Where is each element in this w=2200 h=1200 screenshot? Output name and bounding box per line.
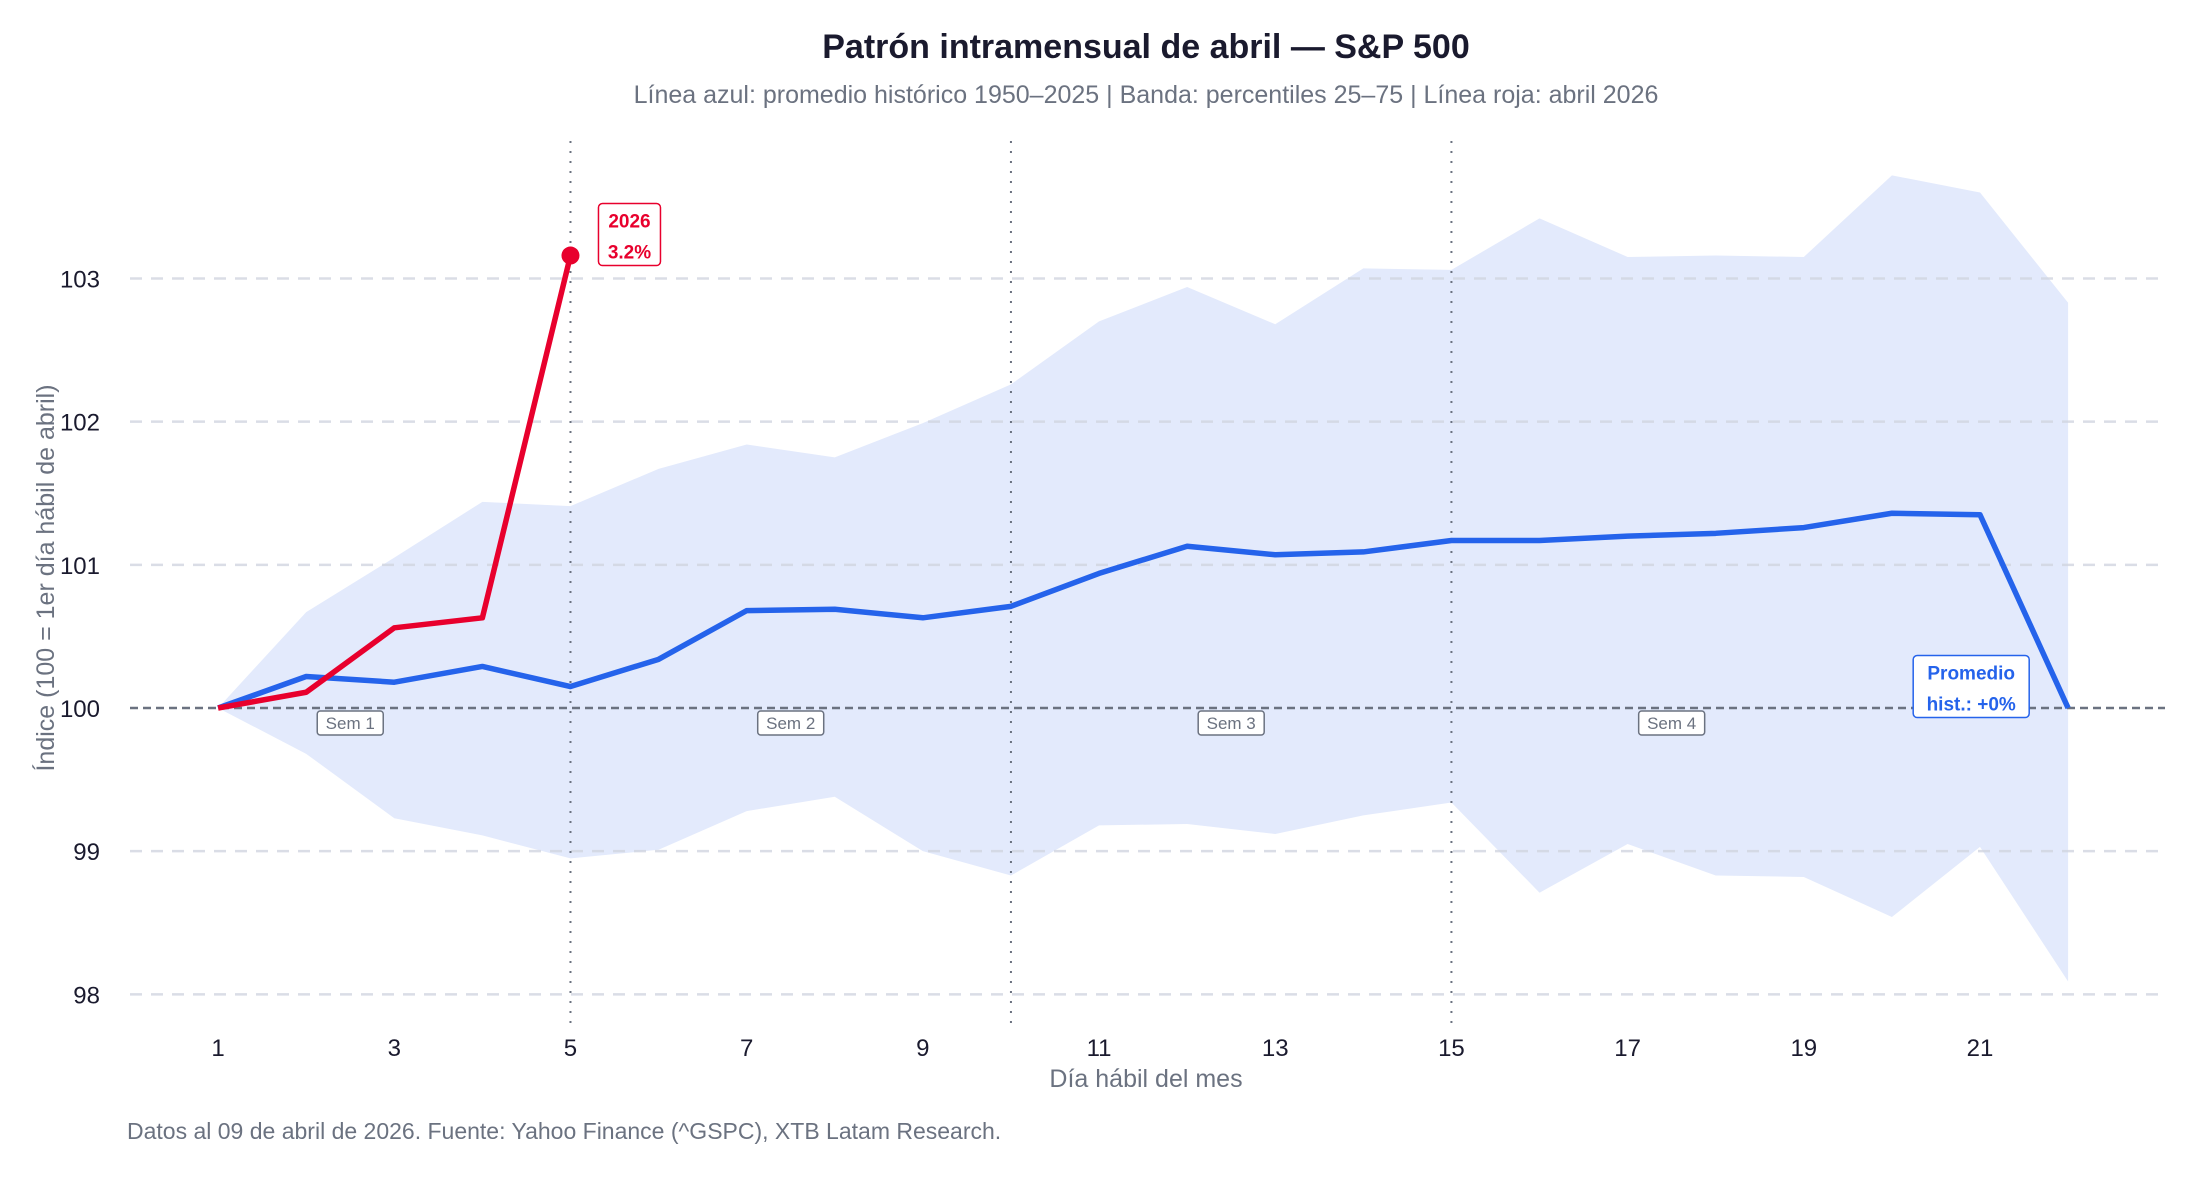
week-label: Sem 3	[1207, 714, 1256, 733]
week-label: Sem 2	[766, 714, 815, 733]
week-label-box	[1197, 710, 1265, 736]
chart-subtitle: Línea azul: promedio histórico 1950–2025…	[634, 81, 1659, 109]
x-tick-label: 11	[1087, 1035, 1112, 1062]
current-annotation-value: 3.2%	[608, 243, 651, 264]
week-label-box	[316, 710, 384, 736]
week-label-box	[1637, 710, 1706, 736]
x-tick-label: 5	[564, 1035, 577, 1062]
x-tick-label: 7	[740, 1035, 753, 1062]
percentile-band	[218, 175, 2069, 982]
mean-annotation-value: hist.: +0%	[1927, 695, 2016, 716]
current-annotation-year: 2026	[608, 212, 650, 233]
current-year-line	[217, 254, 574, 711]
x-axis-label: Día hábil del mes	[1049, 1065, 1242, 1093]
x-tick-label: 3	[388, 1035, 401, 1062]
x-tick-label: 15	[1438, 1035, 1465, 1062]
y-tick-label: 98	[73, 982, 100, 1009]
y-tick-label: 103	[60, 266, 100, 293]
current-annotation-box	[597, 202, 662, 267]
y-tick-label: 100	[60, 696, 100, 723]
mean-annotation-label: Promedio	[1927, 664, 2015, 685]
y-axis-label: Índice (100 = 1er día hábil de abril)	[31, 384, 60, 771]
x-tick-label: 17	[1614, 1035, 1641, 1062]
x-tick-label: 9	[916, 1035, 929, 1062]
x-tick-label: 13	[1262, 1035, 1289, 1062]
current-year-endpoint	[561, 246, 580, 265]
x-tick-label: 19	[1790, 1035, 1817, 1062]
footer-note: Datos al 09 de abril de 2026. Fuente: Ya…	[127, 1118, 1001, 1144]
x-tick-label: 1	[211, 1035, 224, 1062]
week-label-box	[756, 710, 825, 736]
mean-annotation-box	[1912, 654, 2030, 719]
chart-title: Patrón intramensual de abril — S&P 500	[822, 28, 1469, 66]
mean-line	[217, 510, 2071, 711]
week-label: Sem 4	[1647, 714, 1696, 733]
y-tick-label: 99	[73, 839, 100, 866]
y-tick-label: 102	[60, 410, 100, 437]
week-label: Sem 1	[326, 714, 375, 733]
y-tick-label: 101	[60, 553, 100, 580]
x-tick-label: 21	[1967, 1035, 1994, 1062]
